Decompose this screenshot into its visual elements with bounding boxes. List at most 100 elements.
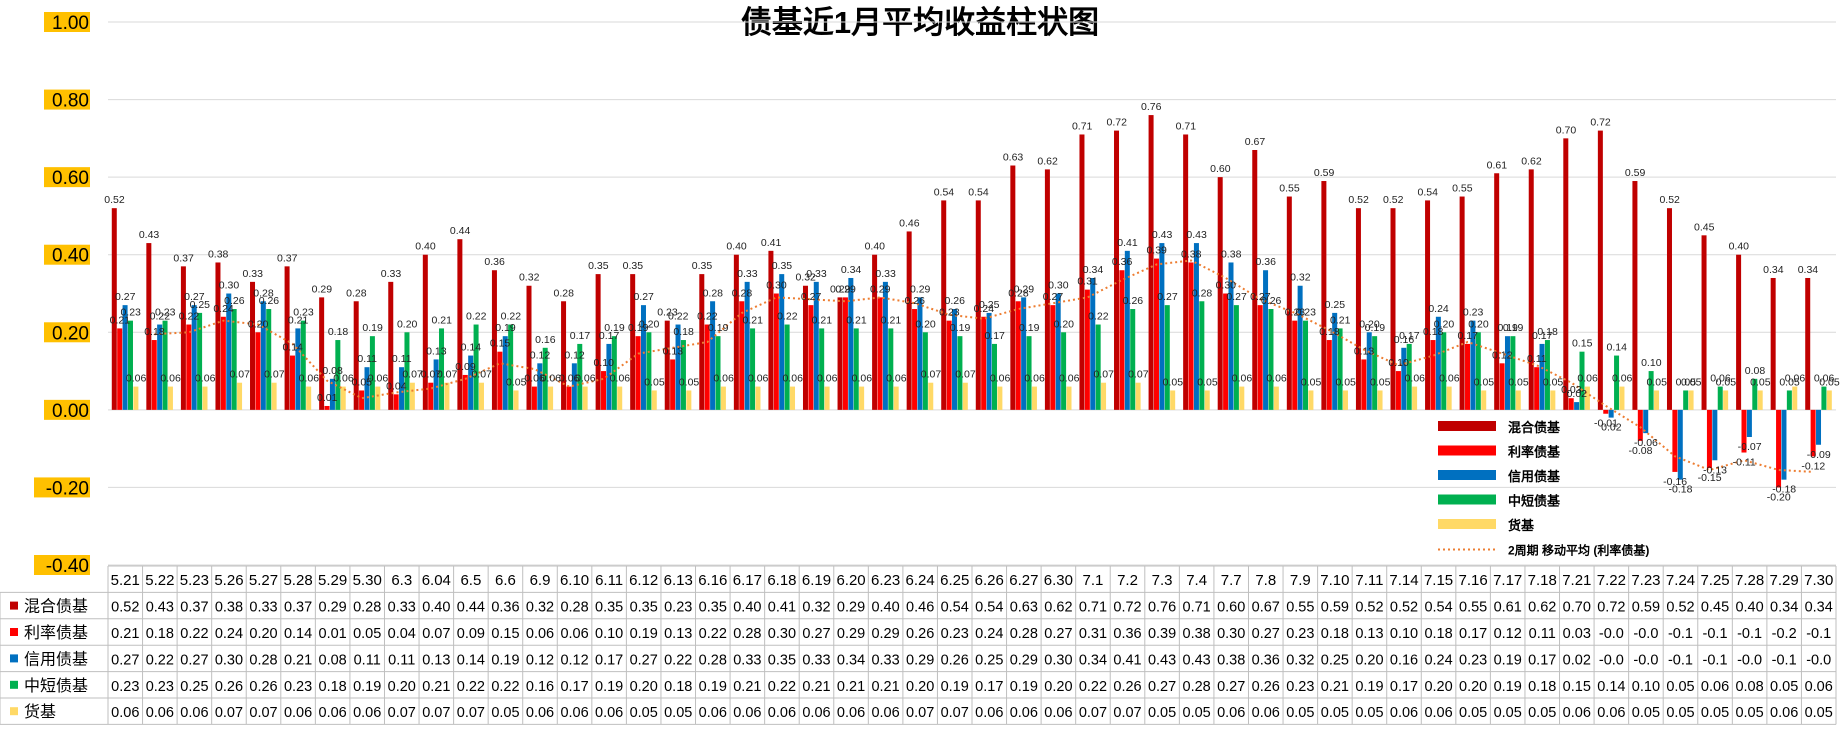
table-cell: 0.40 (733, 600, 761, 616)
bar-混合债基 (146, 243, 152, 410)
y-tick-label: -0.20 (46, 478, 89, 499)
bar-混合债基 (837, 297, 843, 410)
bar-货基 (755, 386, 761, 410)
table-cell: 0.06 (111, 705, 139, 721)
data-label: 0.06 (610, 373, 631, 385)
data-label: 0.35 (588, 260, 609, 272)
data-label: 0.29 (835, 283, 856, 295)
table-cell: 0.20 (388, 679, 416, 695)
data-label: 0.54 (934, 186, 955, 198)
bar-货基 (1550, 390, 1556, 410)
table-cell: 0.17 (595, 652, 623, 668)
data-label: 0.06 (195, 373, 216, 385)
table-cell: 0.05 (1770, 679, 1798, 695)
table-cell: 0.23 (111, 679, 139, 695)
data-label: 0.60 (1210, 163, 1231, 175)
table-cell: 0.10 (595, 626, 623, 642)
data-label: 0.06 (368, 373, 389, 385)
bar-中短债基 (922, 332, 928, 410)
table-cell: 0.23 (664, 600, 692, 616)
table-cell: 0.17 (975, 679, 1003, 695)
data-label: 0.35 (623, 260, 644, 272)
x-category-label: 6.04 (422, 572, 451, 589)
table-cell: 0.06 (1597, 705, 1625, 721)
table-cell: 0.20 (630, 679, 658, 695)
data-label: 0.19 (628, 322, 649, 334)
table-cell: 0.23 (941, 626, 969, 642)
bar-信用债基 (1504, 336, 1510, 410)
bar-中短债基 (162, 320, 168, 410)
table-series-name: 利率债基 (24, 624, 88, 642)
data-label: 0.09 (455, 361, 476, 373)
table-cell: 0.19 (1494, 679, 1522, 695)
bar-信用债基 (710, 301, 716, 410)
x-category-label: 6.24 (906, 572, 935, 589)
data-label: 0.43 (1186, 229, 1207, 241)
table-cell: 0.17 (1528, 652, 1556, 668)
y-tick-label: 1.00 (52, 13, 89, 34)
table-cell: 0.05 (1805, 705, 1833, 721)
table-cell: 0.20 (906, 679, 934, 695)
table-cell: 0.13 (664, 626, 692, 642)
bar-利率债基 (1361, 359, 1367, 410)
data-label: 0.03 (1561, 384, 1582, 396)
bar-利率债基 (635, 336, 641, 410)
data-label: 0.34 (1763, 264, 1784, 276)
data-label: 0.06 (852, 373, 873, 385)
x-category-label: 6.27 (1009, 572, 1038, 589)
table-cell: 0.06 (1010, 705, 1038, 721)
data-label: 0.18 (1319, 326, 1340, 338)
x-category-label: 5.26 (214, 572, 243, 589)
bar-货基 (167, 386, 173, 410)
bar-利率债基 (566, 386, 572, 410)
bar-货基 (1273, 386, 1279, 410)
y-tick-label: 0.80 (52, 91, 89, 112)
table-cell: 0.60 (1217, 600, 1245, 616)
table-cell: 0.38 (1217, 652, 1245, 668)
bar-信用债基 (779, 274, 785, 410)
data-label: 0.36 (1256, 256, 1277, 268)
table-series-name: 混合债基 (24, 598, 88, 616)
data-label: 0.35 (772, 260, 793, 272)
bar-货基 (720, 386, 726, 410)
bar-混合债基 (561, 301, 567, 410)
bar-信用债基 (1090, 277, 1096, 410)
table-cell: -0.1 (1703, 626, 1728, 642)
bar-货基 (237, 382, 243, 410)
bar-货基 (790, 386, 796, 410)
data-label: 0.08 (322, 365, 343, 377)
table-cell: 0.26 (1113, 679, 1141, 695)
bar-货基 (1826, 390, 1832, 410)
bar-利率债基 (842, 297, 848, 410)
data-label: 0.43 (139, 229, 160, 241)
data-label: 0.05 (1508, 376, 1529, 388)
x-category-label: 6.11 (595, 572, 623, 589)
bar-混合债基 (422, 254, 428, 410)
table-cell: 0.46 (906, 600, 934, 616)
x-category-label: 7.9 (1290, 572, 1311, 589)
table-cell: 0.17 (560, 679, 588, 695)
table-cell: -0.0 (1806, 652, 1831, 668)
bar-信用债基 (433, 359, 439, 410)
bar-信用债基 (1712, 409, 1718, 461)
table-cell: 0.25 (1321, 652, 1349, 668)
bar-信用债基 (1159, 243, 1165, 410)
table-cell: 0.06 (526, 705, 554, 721)
table-cell: 0.26 (249, 679, 277, 695)
bar-利率债基 (220, 316, 226, 410)
bar-信用债基 (1332, 312, 1338, 410)
table-cell: 0.41 (768, 600, 796, 616)
table-cell: 0.21 (871, 679, 899, 695)
table-cell: 0.06 (1563, 705, 1591, 721)
table-cell: 0.15 (491, 626, 519, 642)
y-tick-highlight (44, 167, 90, 188)
bar-利率债基 (324, 405, 330, 410)
table-cell: 0.34 (1770, 600, 1798, 616)
bar-利率债基 (704, 324, 710, 410)
bar-货基 (1757, 390, 1763, 410)
table-cell: 0.52 (1355, 600, 1383, 616)
table-cell: 0.29 (319, 600, 347, 616)
data-label: 0.55 (1279, 183, 1300, 195)
data-label: 0.23 (1285, 307, 1306, 319)
